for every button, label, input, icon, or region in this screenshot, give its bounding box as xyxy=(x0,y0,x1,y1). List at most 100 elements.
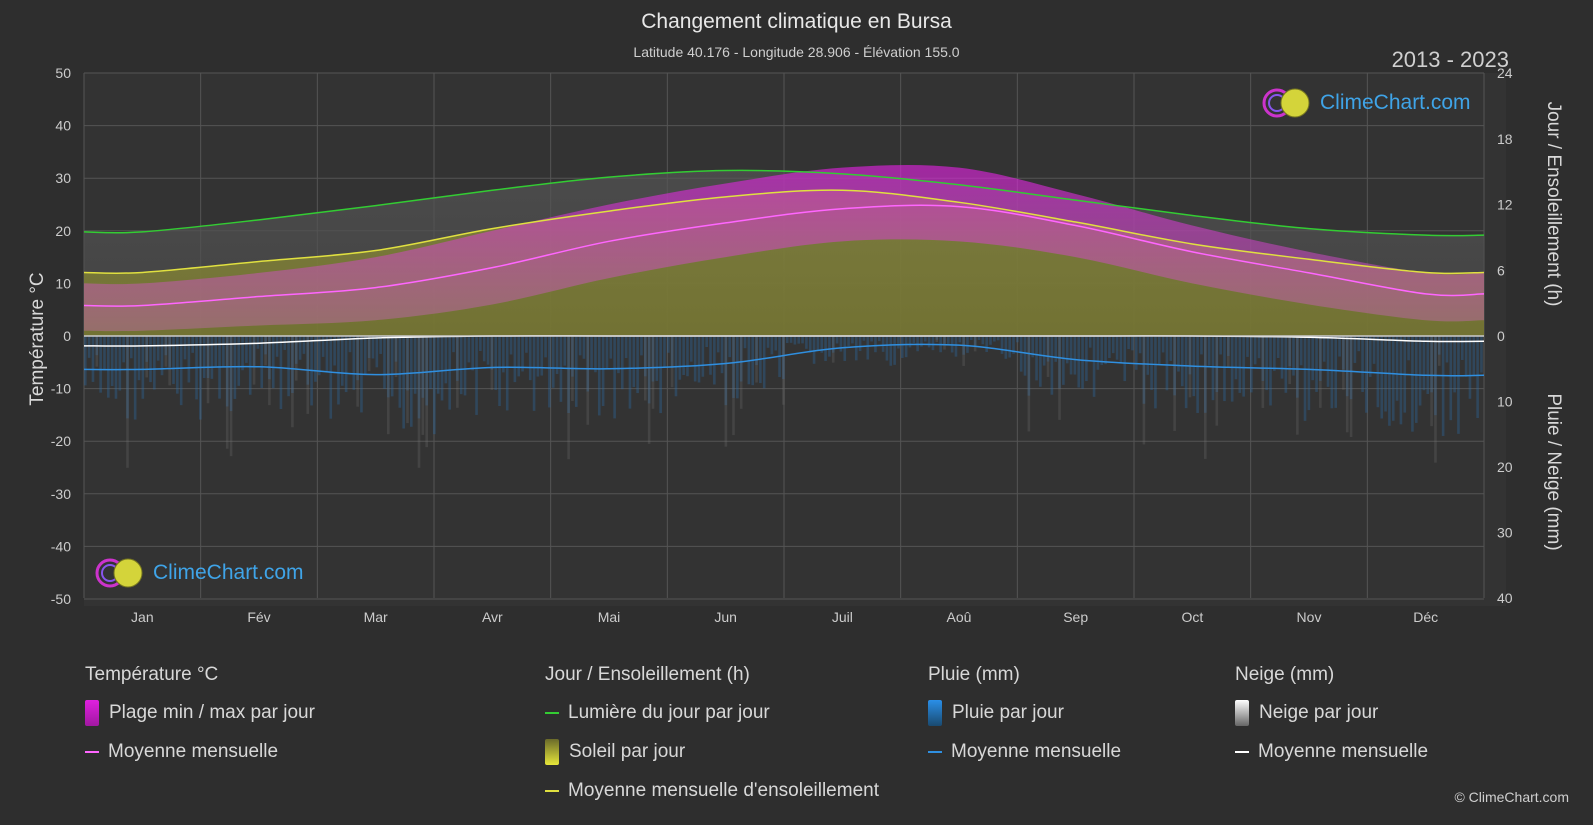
rain-day-bar xyxy=(1246,336,1249,357)
rain-day-bar xyxy=(1200,336,1203,355)
rain-day-bar xyxy=(1134,336,1138,370)
rain-day-bar xyxy=(831,336,835,353)
legend-item: Lumière du jour par jour xyxy=(545,700,879,725)
rain-day-bar xyxy=(594,336,597,373)
legend-label: Moyenne mensuelle xyxy=(1258,740,1429,762)
snow-day-bar xyxy=(1430,336,1433,427)
rain-day-bar xyxy=(87,336,91,358)
rain-day-bar xyxy=(475,336,478,415)
rain-day-bar xyxy=(820,336,824,353)
rain-day-bar xyxy=(900,336,904,358)
rain-day-bar xyxy=(1096,336,1100,370)
month-label: Sep xyxy=(1063,609,1088,625)
rain-day-bar xyxy=(1365,336,1368,413)
snow-day-bar xyxy=(670,336,674,388)
rain-day-bar xyxy=(877,336,881,342)
month-label: Fév xyxy=(247,609,270,625)
rain-day-bar xyxy=(344,336,348,393)
snow-day-bar xyxy=(95,336,99,367)
rain-day-bar xyxy=(605,336,609,370)
rain-day-bar xyxy=(187,336,191,383)
rain-day-bar xyxy=(1261,336,1265,381)
left-tick-label: 10 xyxy=(55,275,71,291)
rain-day-bar xyxy=(130,336,133,359)
rain-day-bar xyxy=(1031,336,1034,358)
rain-day-bar xyxy=(536,336,540,377)
left-tick-label: 50 xyxy=(55,65,71,81)
month-label: Oct xyxy=(1181,609,1203,625)
rain-day-bar xyxy=(402,336,405,429)
snow-day-bar xyxy=(943,336,946,350)
snow-day-bar xyxy=(406,336,409,424)
rain-day-bar xyxy=(1138,336,1142,354)
rain-day-bar xyxy=(325,336,329,372)
snow-day-bar xyxy=(1215,336,1219,426)
rain-day-bar xyxy=(176,336,179,394)
rain-day-bar xyxy=(1292,336,1295,376)
rain-day-bar xyxy=(1303,336,1307,421)
snow-day-bar xyxy=(586,336,590,425)
rain-day-bar xyxy=(651,336,655,382)
rain-day-bar xyxy=(509,336,513,355)
rain-day-bar xyxy=(893,336,896,365)
rain-day-bar xyxy=(574,336,578,407)
line-swatch xyxy=(1235,750,1249,753)
rain-day-bar xyxy=(851,336,854,344)
rain-day-bar xyxy=(743,336,747,349)
legend-label: Neige par jour xyxy=(1259,701,1379,723)
rain-day-bar xyxy=(1445,336,1449,363)
rain-day-bar xyxy=(613,336,616,419)
month-label: Avr xyxy=(482,609,503,625)
rain-day-bar xyxy=(172,336,175,384)
rain-day-bar xyxy=(398,336,402,408)
rain-day-bar xyxy=(202,336,206,378)
rain-day-bar xyxy=(1388,336,1391,426)
rain-day-bar xyxy=(490,336,494,370)
rain-day-bar xyxy=(1353,336,1357,363)
rain-day-bar xyxy=(970,336,973,341)
rain-day-bar xyxy=(390,336,394,397)
snow-day-bar xyxy=(1204,336,1207,459)
rain-day-bar xyxy=(1338,336,1341,357)
rain-day-bar xyxy=(379,336,382,354)
chart-subtitle: Latitude 40.176 - Longitude 28.906 - Élé… xyxy=(633,44,960,60)
rain-day-bar xyxy=(567,336,570,413)
snow-day-bar xyxy=(1288,336,1291,385)
rain-day-bar xyxy=(586,336,590,392)
rain-day-bar xyxy=(1123,336,1127,382)
rain-day-bar xyxy=(563,336,567,366)
legend-item: Plage min / max par jour xyxy=(85,699,315,726)
snow-day-bar xyxy=(1058,336,1061,420)
rain-day-bar xyxy=(275,336,279,357)
rain-day-bar xyxy=(302,336,306,354)
left-axis-label: Température °C xyxy=(27,272,48,405)
rain-day-bar xyxy=(352,336,356,390)
rain-day-bar xyxy=(1449,336,1453,421)
rain-day-bar xyxy=(647,336,651,404)
rain-day-bar xyxy=(881,336,885,352)
rain-day-bar xyxy=(1411,336,1414,432)
rain-day-bar xyxy=(908,336,912,348)
rain-day-bar xyxy=(348,336,352,353)
rain-day-bar xyxy=(1253,336,1257,365)
rain-day-bar xyxy=(479,336,482,352)
rain-day-bar xyxy=(640,336,643,356)
rain-day-bar xyxy=(762,336,766,389)
rain-day-bar xyxy=(624,336,628,359)
rain-day-bar xyxy=(736,336,739,399)
rain-day-bar xyxy=(655,336,659,381)
rain-day-bar xyxy=(977,336,981,340)
rain-day-bar xyxy=(294,336,298,364)
legend-title: Température °C xyxy=(85,664,219,685)
rain-day-bar xyxy=(1468,336,1472,399)
right-bottom-axis-label: Pluie / Neige (mm) xyxy=(1543,393,1564,550)
snow-day-bar xyxy=(164,336,168,367)
rain-day-bar xyxy=(1476,336,1479,419)
right-top-tick-label: 12 xyxy=(1497,197,1513,213)
rain-day-bar xyxy=(985,336,988,352)
year-range: 2013 - 2023 xyxy=(1391,47,1509,72)
line-swatch xyxy=(545,711,559,714)
rain-day-bar xyxy=(755,336,758,366)
rain-day-bar xyxy=(333,336,336,366)
